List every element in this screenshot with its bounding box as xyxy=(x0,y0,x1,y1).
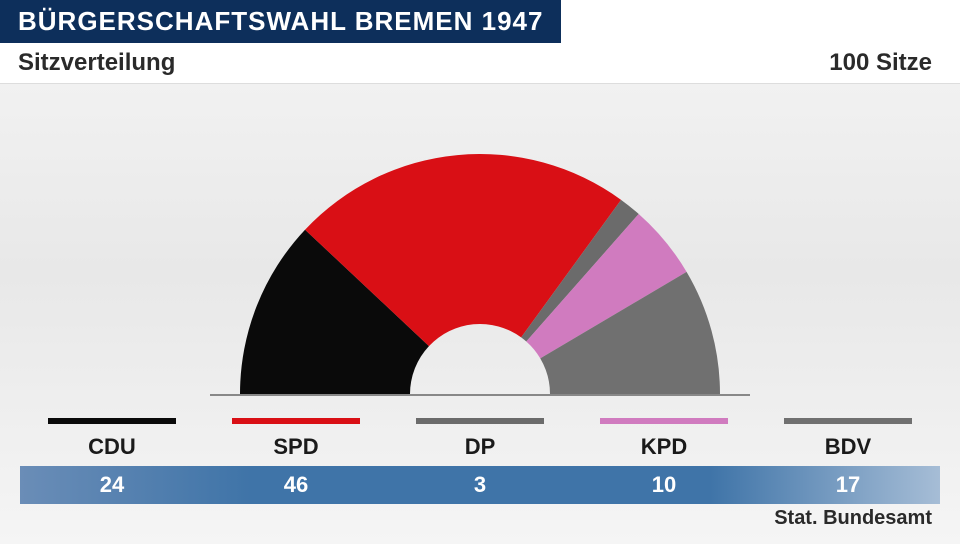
source-label: Stat. Bundesamt xyxy=(774,507,932,530)
title-bar: BÜRGERSCHAFTSWAHL BREMEN 1947 xyxy=(0,0,960,43)
legend-swatch-dp xyxy=(388,414,572,428)
chart-area xyxy=(0,84,960,414)
legend: CDUSPDDPKPDBDV 244631017 xyxy=(20,414,940,504)
chart-title: BÜRGERSCHAFTSWAHL BREMEN 1947 xyxy=(0,0,561,43)
legend-value-dp: 3 xyxy=(388,466,572,504)
chart-subtitle: Sitzverteilung xyxy=(18,49,175,77)
legend-value-cdu: 24 xyxy=(20,466,204,504)
subtitle-bar: Sitzverteilung 100 Sitze xyxy=(0,43,960,84)
legend-value-kpd: 10 xyxy=(572,466,756,504)
legend-swatch-cdu xyxy=(20,414,204,428)
legend-name-dp: DP xyxy=(388,428,572,466)
legend-value-bdv: 17 xyxy=(756,466,940,504)
legend-name-kpd: KPD xyxy=(572,428,756,466)
legend-swatch-row xyxy=(20,414,940,428)
legend-swatch-bdv xyxy=(756,414,940,428)
legend-value-row: 244631017 xyxy=(20,466,940,504)
legend-name-row: CDUSPDDPKPDBDV xyxy=(20,428,940,466)
legend-name-bdv: BDV xyxy=(756,428,940,466)
hemicycle-chart xyxy=(160,134,800,414)
chart-container: BÜRGERSCHAFTSWAHL BREMEN 1947 Sitzvertei… xyxy=(0,0,960,544)
legend-value-spd: 46 xyxy=(204,466,388,504)
legend-swatch-spd xyxy=(204,414,388,428)
legend-swatch-kpd xyxy=(572,414,756,428)
legend-name-cdu: CDU xyxy=(20,428,204,466)
total-seats-label: 100 Sitze xyxy=(829,49,932,77)
legend-name-spd: SPD xyxy=(204,428,388,466)
